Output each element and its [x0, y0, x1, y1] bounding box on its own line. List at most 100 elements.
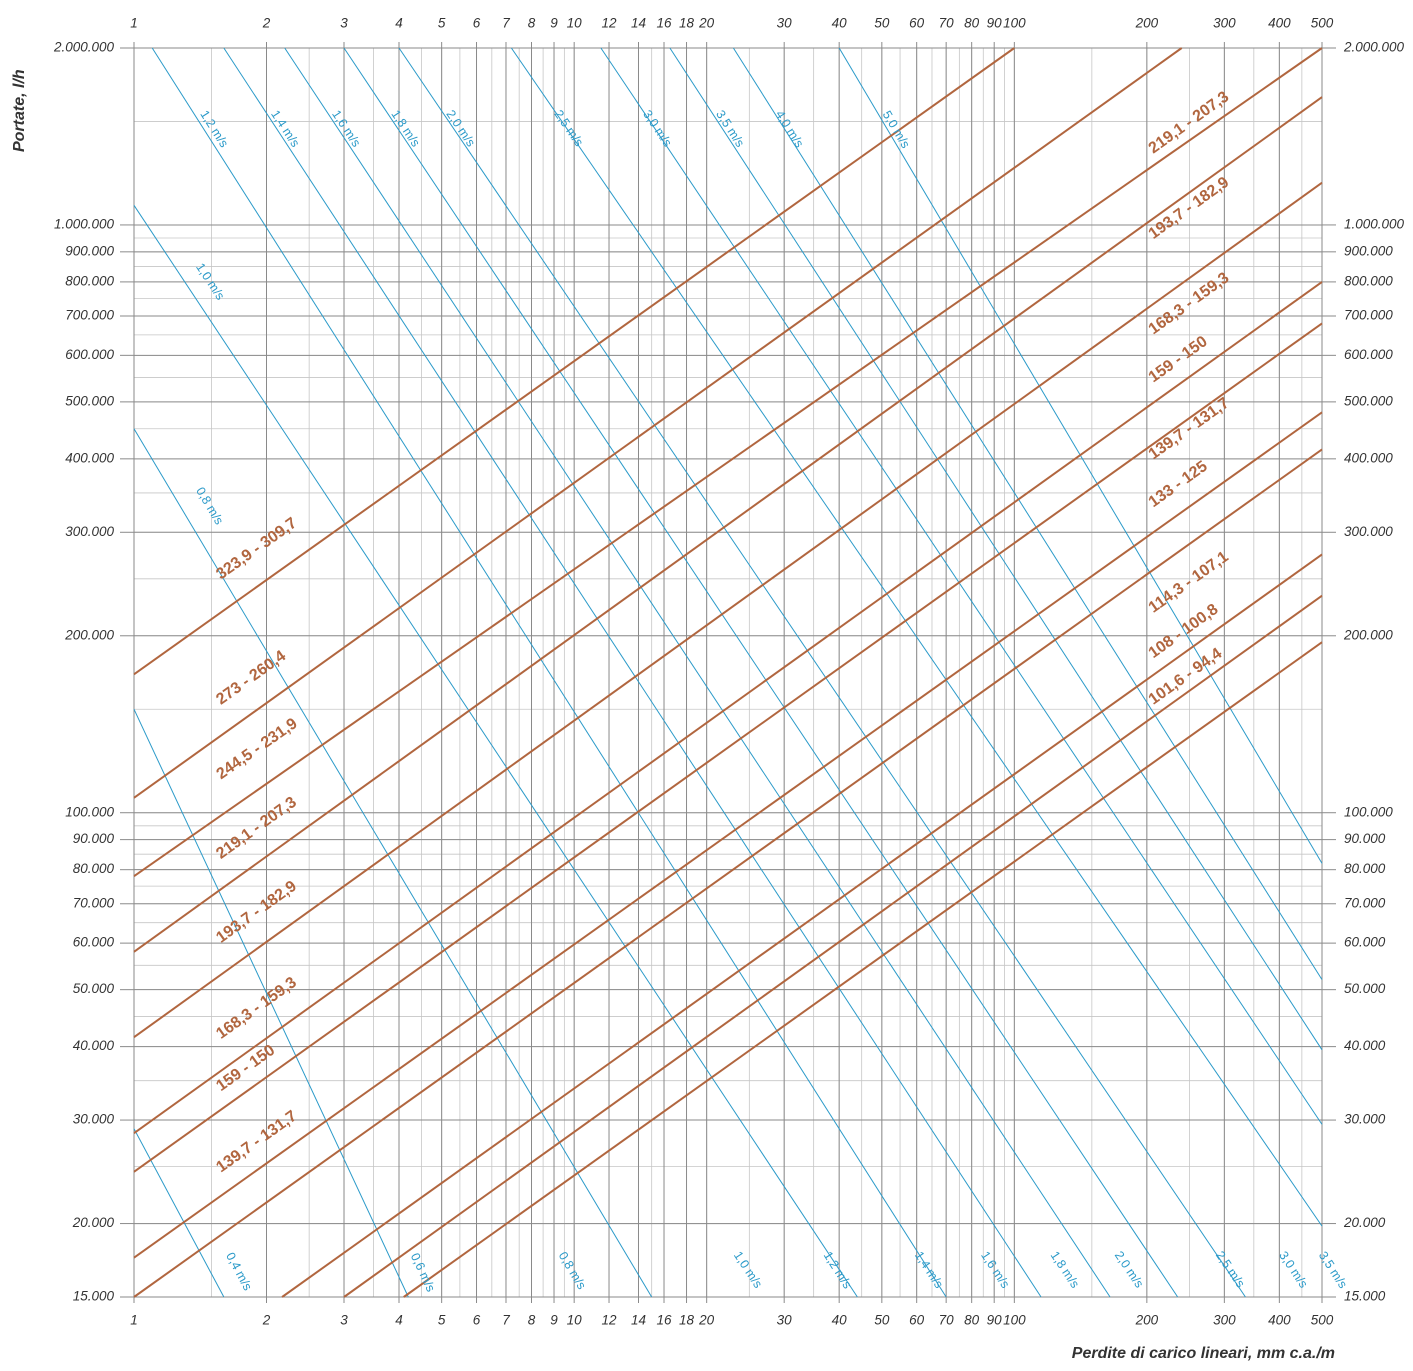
x-tick-label-top: 8 — [528, 16, 536, 31]
x-tick-label-top: 400 — [1268, 16, 1291, 31]
y-tick-label-left: 15.000 — [73, 1289, 115, 1304]
axis-ticks: 1122334455667788991010121214141616181820… — [53, 16, 1405, 1328]
y-tick-label-left: 200.000 — [64, 627, 114, 642]
x-tick-label-bottom: 30 — [777, 1313, 793, 1328]
y-tick-label-left: 500.000 — [65, 393, 114, 408]
pipe-line — [133, 281, 1323, 1134]
x-tick-label-top: 16 — [656, 16, 672, 31]
y-tick-label-left: 40.000 — [73, 1038, 115, 1053]
y-tick-label-left: 1.000.000 — [54, 217, 115, 232]
x-tick-label-bottom: 20 — [698, 1313, 715, 1328]
y-tick-label-right: 50.000 — [1344, 981, 1386, 996]
velocity-line — [151, 47, 947, 1298]
x-tick-label-top: 4 — [395, 16, 403, 31]
y-tick-label-left: 90.000 — [73, 831, 115, 846]
x-tick-label-top: 50 — [874, 16, 890, 31]
pipe-line — [343, 594, 1323, 1298]
y-tick-label-right: 15.000 — [1344, 1289, 1386, 1304]
y-tick-label-right: 60.000 — [1344, 935, 1386, 950]
y-tick-label-left: 800.000 — [65, 273, 114, 288]
pipe-line — [403, 641, 1323, 1298]
x-tick-label-bottom: 7 — [502, 1313, 510, 1328]
velocity-lines — [133, 47, 1323, 1298]
velocity-label: 2,0 m/s — [443, 107, 478, 149]
x-tick-label-top: 12 — [602, 16, 618, 31]
x-tick-label-top: 300 — [1213, 16, 1236, 31]
x-tick-label-bottom: 2 — [262, 1313, 271, 1328]
pipe-label: 219,1 - 207,3 — [213, 794, 300, 863]
y-axis-title: Portate, l/h — [11, 69, 28, 152]
x-tick-label-top: 70 — [939, 16, 955, 31]
y-tick-label-right: 500.000 — [1344, 393, 1393, 408]
x-tick-label-bottom: 6 — [473, 1313, 481, 1328]
x-tick-label-bottom: 500 — [1311, 1313, 1334, 1328]
x-tick-label-bottom: 60 — [909, 1313, 925, 1328]
velocity-label: 0,8 m/s — [193, 485, 226, 527]
velocity-label: 2,5 m/s — [1213, 1249, 1248, 1291]
x-tick-label-bottom: 16 — [656, 1313, 672, 1328]
velocity-label: 1,2 m/s — [821, 1249, 855, 1291]
velocity-line — [133, 1128, 225, 1298]
x-tick-label-bottom: 1 — [130, 1313, 138, 1328]
pipe-label: 273 - 260,4 — [213, 647, 289, 708]
velocity-label: 0,6 m/s — [408, 1251, 438, 1294]
y-tick-label-left: 70.000 — [73, 895, 115, 910]
pipe-line — [133, 181, 1323, 1039]
y-tick-label-left: 60.000 — [73, 935, 115, 950]
pipe-line — [133, 322, 1323, 1173]
velocity-label: 0,8 m/s — [556, 1249, 589, 1291]
x-tick-label-top: 9 — [550, 16, 558, 31]
x-tick-label-top: 1 — [130, 16, 138, 31]
x-tick-label-top: 7 — [502, 16, 510, 31]
pipe-line — [133, 411, 1323, 1259]
x-tick-label-bottom: 5 — [438, 1313, 446, 1328]
x-tick-label-top: 2 — [262, 16, 271, 31]
x-tick-label-bottom: 90 — [987, 1313, 1003, 1328]
x-tick-label-top: 6 — [473, 16, 481, 31]
velocity-label: 0,4 m/s — [223, 1250, 255, 1293]
pipe-label: 114,3 - 107,1 — [1146, 548, 1232, 616]
pipe-label: 168,3 - 159,3 — [1146, 269, 1233, 338]
y-tick-label-right: 900.000 — [1344, 243, 1393, 258]
pipe-line — [133, 96, 1323, 953]
x-tick-label-top: 200 — [1135, 16, 1159, 31]
x-tick-label-bottom: 8 — [528, 1313, 536, 1328]
y-tick-label-left: 30.000 — [73, 1112, 115, 1127]
x-tick-label-top: 90 — [987, 16, 1003, 31]
pipe-label: 168,3 - 159,3 — [213, 974, 300, 1043]
y-tick-label-right: 2.000.000 — [1343, 40, 1405, 55]
y-tick-label-left: 900.000 — [65, 243, 114, 258]
y-tick-label-right: 30.000 — [1344, 1112, 1386, 1127]
velocity-line — [343, 47, 1179, 1298]
velocity-label: 1,0 m/s — [731, 1249, 765, 1291]
velocity-label: 3,5 m/s — [1316, 1249, 1350, 1291]
x-tick-label-top: 5 — [438, 16, 446, 31]
x-tick-label-bottom: 18 — [679, 1313, 695, 1328]
velocity-line — [284, 47, 1111, 1298]
y-tick-label-right: 100.000 — [1344, 804, 1393, 819]
y-tick-label-left: 2.000.000 — [53, 40, 115, 55]
velocity-line — [510, 47, 1323, 1227]
x-tick-label-top: 3 — [340, 16, 348, 31]
velocity-label: 1,8 m/s — [1048, 1249, 1082, 1291]
pipe-label: 193,7 - 182,9 — [213, 878, 300, 947]
x-tick-label-top: 20 — [698, 16, 715, 31]
x-tick-label-bottom: 80 — [964, 1313, 980, 1328]
pipe-label: 323,9 - 309,7 — [213, 515, 300, 584]
y-tick-label-right: 600.000 — [1344, 347, 1393, 362]
y-tick-label-left: 80.000 — [73, 861, 115, 876]
y-tick-label-right: 300.000 — [1344, 524, 1393, 539]
pipe-line — [133, 448, 1323, 1298]
velocity-label: 1,6 m/s — [329, 108, 363, 150]
x-tick-label-top: 10 — [567, 16, 583, 31]
y-tick-label-right: 700.000 — [1344, 308, 1393, 323]
pipe-line — [133, 47, 1323, 877]
y-tick-label-left: 600.000 — [65, 347, 114, 362]
velocity-label: 2,0 m/s — [1112, 1249, 1147, 1291]
velocity-label: 1,4 m/s — [268, 108, 302, 150]
x-tick-label-top: 40 — [832, 16, 848, 31]
x-tick-label-bottom: 300 — [1213, 1313, 1236, 1328]
velocity-label: 3,0 m/s — [1276, 1249, 1310, 1291]
velocity-label: 4,0 m/s — [773, 108, 807, 150]
